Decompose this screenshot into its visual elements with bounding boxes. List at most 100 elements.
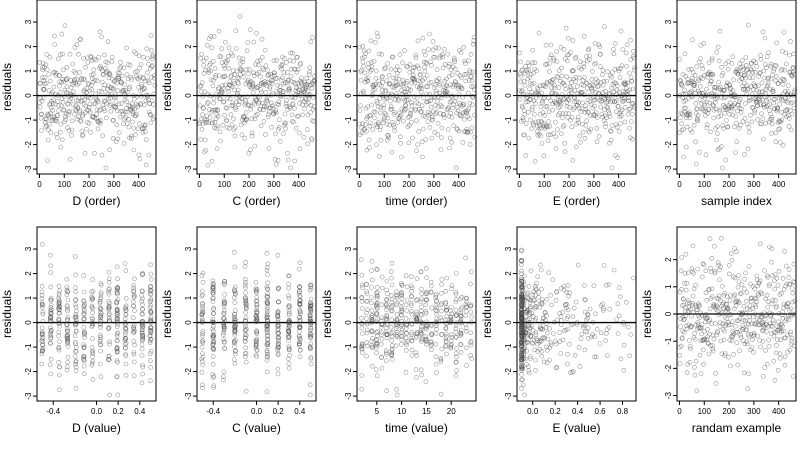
data-point bbox=[224, 125, 230, 130]
data-point bbox=[141, 54, 146, 60]
data-point bbox=[544, 344, 549, 350]
data-point bbox=[472, 134, 478, 140]
data-point bbox=[95, 126, 101, 132]
data-point bbox=[787, 281, 793, 287]
data-point bbox=[738, 335, 744, 340]
data-point bbox=[375, 104, 381, 109]
data-point bbox=[706, 106, 712, 112]
data-point bbox=[415, 38, 421, 44]
data-point bbox=[447, 61, 453, 67]
data-point bbox=[73, 348, 78, 354]
data-point bbox=[681, 302, 687, 308]
data-point bbox=[610, 70, 615, 75]
data-point bbox=[695, 113, 701, 118]
data-point bbox=[271, 58, 277, 64]
data-point bbox=[103, 98, 108, 104]
data-point bbox=[309, 137, 315, 143]
data-point bbox=[444, 351, 449, 357]
data-point bbox=[412, 77, 418, 82]
data-point bbox=[538, 104, 544, 109]
y-tick-label: -3 bbox=[24, 165, 33, 173]
data-point bbox=[454, 346, 459, 351]
data-point bbox=[359, 320, 364, 326]
data-point bbox=[269, 74, 275, 79]
data-point bbox=[429, 135, 435, 141]
data-point bbox=[599, 98, 605, 103]
y-tick-label: 3 bbox=[24, 19, 33, 24]
data-point bbox=[762, 62, 768, 67]
data-point bbox=[420, 154, 425, 160]
data-point bbox=[419, 86, 425, 91]
data-point bbox=[282, 111, 288, 117]
y-tick-label: -1 bbox=[344, 116, 353, 124]
data-point bbox=[533, 330, 539, 335]
data-point bbox=[718, 264, 723, 270]
data-point bbox=[687, 112, 693, 117]
data-point bbox=[749, 321, 755, 327]
data-point bbox=[265, 354, 270, 360]
data-point bbox=[390, 120, 395, 125]
data-point bbox=[613, 152, 618, 158]
data-point bbox=[148, 271, 154, 277]
data-point bbox=[272, 157, 278, 162]
data-point bbox=[365, 307, 370, 313]
data-point bbox=[703, 92, 709, 98]
data-point bbox=[711, 336, 717, 342]
data-point bbox=[782, 362, 788, 368]
data-point bbox=[65, 101, 71, 107]
data-point bbox=[132, 276, 137, 282]
data-point bbox=[39, 283, 45, 289]
y-tick-label: 2 bbox=[504, 44, 513, 49]
data-point bbox=[377, 127, 383, 133]
data-point bbox=[95, 99, 101, 105]
data-point bbox=[374, 350, 379, 356]
data-point bbox=[720, 71, 726, 76]
data-point bbox=[772, 278, 777, 284]
data-point bbox=[544, 296, 550, 302]
data-point bbox=[790, 99, 795, 105]
data-point bbox=[419, 291, 425, 296]
data-point bbox=[680, 71, 686, 77]
data-point bbox=[201, 58, 207, 64]
data-point bbox=[89, 294, 94, 300]
data-point bbox=[692, 72, 698, 78]
x-axis-label: D (value) bbox=[72, 421, 121, 435]
data-point bbox=[791, 93, 796, 98]
data-point bbox=[607, 140, 612, 146]
data-point bbox=[542, 126, 548, 131]
data-point bbox=[755, 103, 761, 108]
data-point bbox=[409, 293, 414, 299]
data-point bbox=[725, 66, 731, 72]
data-point bbox=[551, 131, 556, 136]
data-point bbox=[766, 96, 772, 102]
data-point bbox=[379, 51, 385, 57]
data-point bbox=[98, 313, 103, 319]
data-point bbox=[305, 112, 311, 118]
data-point bbox=[139, 94, 144, 99]
data-point bbox=[627, 126, 632, 131]
data-point bbox=[210, 299, 216, 304]
data-point bbox=[596, 42, 602, 48]
data-point bbox=[141, 86, 147, 91]
data-point bbox=[624, 92, 630, 97]
data-point bbox=[428, 279, 434, 285]
data-point bbox=[44, 52, 50, 57]
data-point bbox=[609, 86, 615, 91]
data-point bbox=[236, 102, 241, 108]
data-point bbox=[419, 296, 424, 302]
data-point bbox=[468, 330, 474, 336]
data-point bbox=[738, 290, 744, 296]
data-point bbox=[738, 332, 744, 338]
data-point bbox=[527, 356, 533, 361]
data-point bbox=[243, 318, 248, 324]
data-point bbox=[717, 277, 722, 283]
data-point bbox=[200, 359, 205, 364]
data-point bbox=[453, 95, 459, 100]
data-point bbox=[369, 317, 375, 323]
data-point bbox=[413, 335, 419, 340]
y-tick-label: -2 bbox=[184, 367, 193, 375]
data-point bbox=[56, 372, 62, 378]
data-point bbox=[761, 327, 766, 333]
data-point bbox=[576, 345, 582, 350]
data-point bbox=[532, 306, 538, 311]
